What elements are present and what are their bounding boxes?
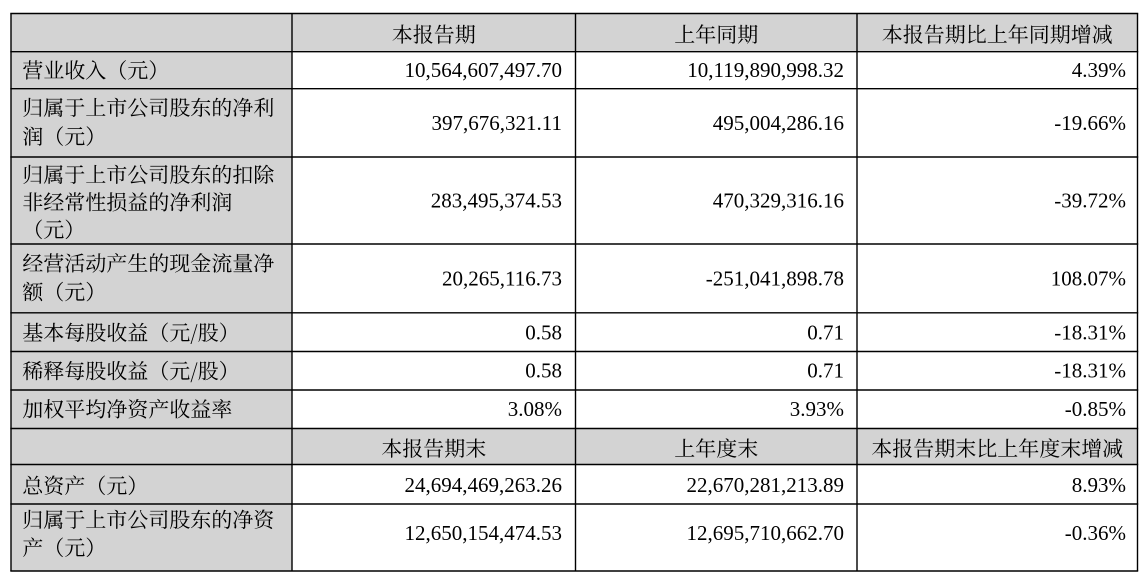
svg-text:0.58: 0.58 bbox=[525, 320, 562, 344]
svg-text:24,694,469,263.26: 24,694,469,263.26 bbox=[405, 473, 563, 497]
svg-text:4.39%: 4.39% bbox=[1072, 58, 1126, 82]
svg-text:3.93%: 3.93% bbox=[790, 397, 844, 421]
svg-text:0.71: 0.71 bbox=[807, 359, 844, 383]
svg-text:-18.31%: -18.31% bbox=[1054, 320, 1126, 344]
svg-text:-19.66%: -19.66% bbox=[1054, 111, 1126, 135]
svg-text:0.58: 0.58 bbox=[525, 359, 562, 383]
svg-text:22,670,281,213.89: 22,670,281,213.89 bbox=[687, 473, 845, 497]
svg-text:-0.36%: -0.36% bbox=[1065, 521, 1126, 545]
svg-text:10,119,890,998.32: 10,119,890,998.32 bbox=[687, 58, 844, 82]
svg-text:397,676,321.11: 397,676,321.11 bbox=[432, 111, 562, 135]
svg-text:-251,041,898.78: -251,041,898.78 bbox=[706, 267, 844, 291]
svg-text:283,495,374.53: 283,495,374.53 bbox=[431, 189, 562, 213]
svg-text:12,650,154,474.53: 12,650,154,474.53 bbox=[405, 521, 563, 545]
svg-text:3.08%: 3.08% bbox=[508, 397, 562, 421]
svg-text:-18.31%: -18.31% bbox=[1054, 359, 1126, 383]
svg-text:-0.85%: -0.85% bbox=[1065, 397, 1126, 421]
svg-text:495,004,286.16: 495,004,286.16 bbox=[713, 111, 844, 135]
svg-text:-39.72%: -39.72% bbox=[1054, 189, 1126, 213]
svg-text:8.93%: 8.93% bbox=[1072, 473, 1126, 497]
svg-text:108.07%: 108.07% bbox=[1051, 267, 1126, 291]
svg-text:12,695,710,662.70: 12,695,710,662.70 bbox=[687, 521, 845, 545]
svg-text:470,329,316.16: 470,329,316.16 bbox=[713, 189, 844, 213]
svg-text:10,564,607,497.70: 10,564,607,497.70 bbox=[405, 58, 563, 82]
svg-text:20,265,116.73: 20,265,116.73 bbox=[442, 267, 562, 291]
svg-text:0.71: 0.71 bbox=[807, 320, 844, 344]
